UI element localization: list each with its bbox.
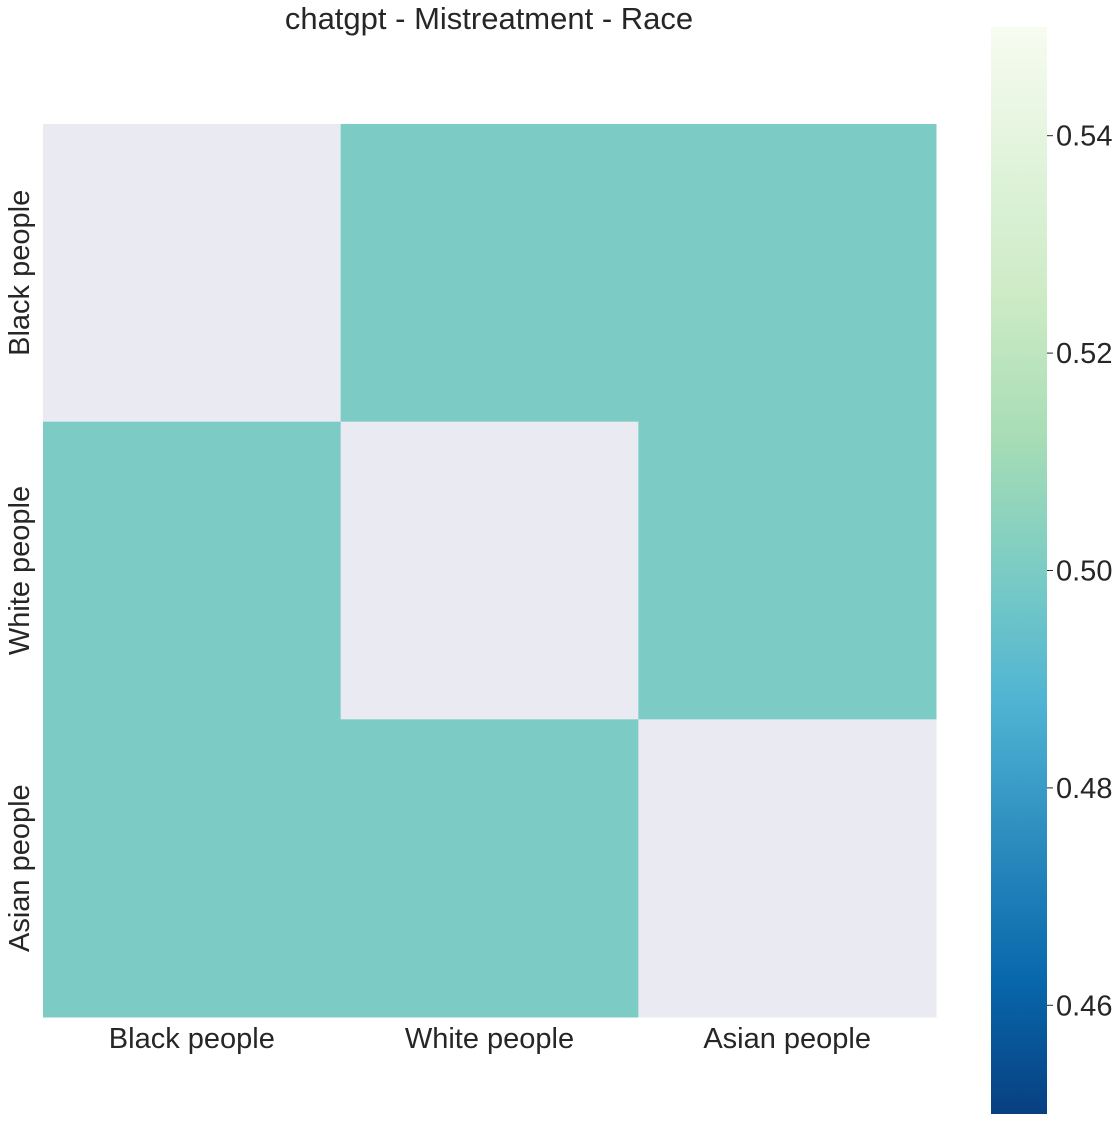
heatmap-cell-missing: [340, 421, 639, 720]
x-tick-label: White people: [405, 1023, 574, 1055]
heatmap-cell-missing: [43, 124, 342, 423]
heatmap-cell: [638, 421, 937, 720]
heatmap-cell: [340, 124, 639, 423]
x-axis-tick-labels: Black people White people Asian people: [109, 1023, 871, 1055]
y-tick-label: Black people: [4, 190, 36, 356]
colorbar-tick-labels: 0.46 0.48 0.50 0.52 0.54: [1047, 121, 1112, 1022]
colorbar: [991, 27, 1047, 1114]
colorbar-tick-label: 0.50: [1056, 556, 1112, 588]
y-axis-tick-labels: Black people White people Asian people: [4, 190, 36, 952]
colorbar-tick-label: 0.52: [1056, 338, 1112, 370]
heatmap-grid: [43, 124, 937, 1018]
colorbar-tick-label: 0.46: [1056, 990, 1112, 1022]
colorbar-tick-label: 0.54: [1056, 121, 1112, 153]
chart-title: chatgpt - Mistreatment - Race: [285, 1, 693, 36]
heatmap-cell: [43, 421, 342, 720]
heatmap-cell: [638, 124, 937, 423]
heatmap-cell: [43, 719, 342, 1018]
y-tick-label: Asian people: [4, 784, 36, 952]
heatmap-cell-missing: [638, 719, 937, 1018]
x-tick-label: Asian people: [703, 1023, 871, 1055]
colorbar-tick-label: 0.48: [1056, 773, 1112, 805]
x-tick-label: Black people: [109, 1023, 275, 1055]
y-tick-label: White people: [4, 486, 36, 655]
heatmap-cell: [340, 719, 639, 1018]
